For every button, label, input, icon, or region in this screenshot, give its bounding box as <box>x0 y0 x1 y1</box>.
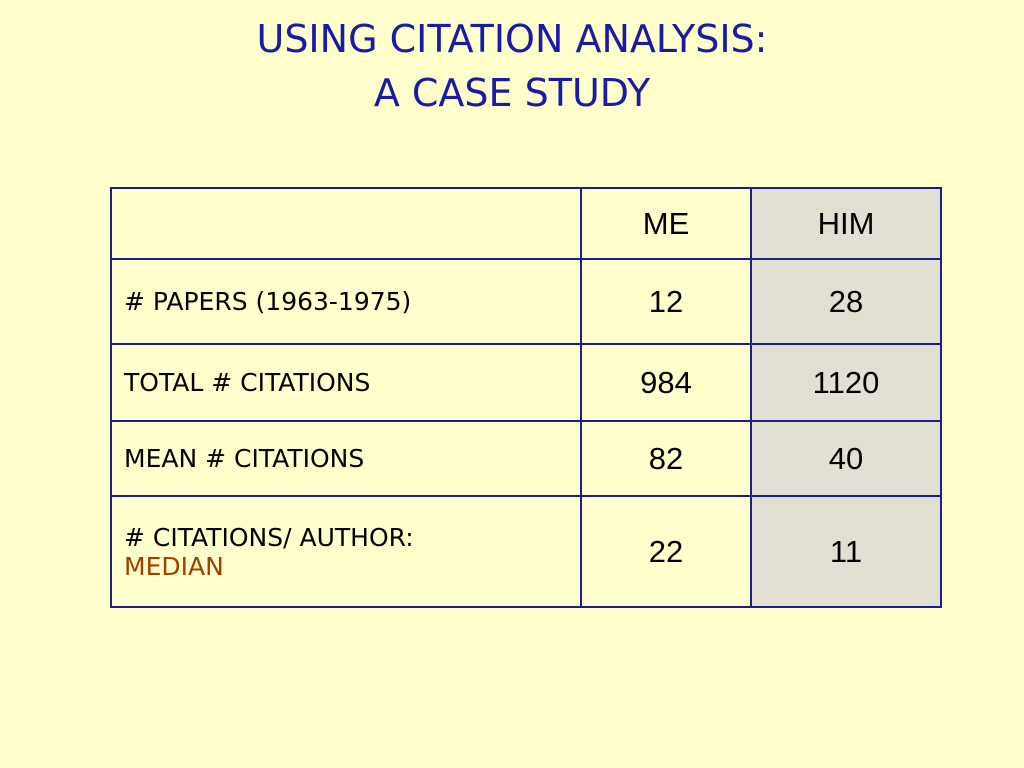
title-line: USING CITATION ANALYSIS: <box>256 17 768 61</box>
value-cell: 11 <box>750 495 942 608</box>
header-cell: HIM <box>750 187 942 260</box>
label-line: MEAN # CITATIONS <box>124 444 365 473</box>
row-label: MEAN # CITATIONS <box>110 420 582 497</box>
value-cell: 12 <box>580 258 752 345</box>
value-cell: 984 <box>580 343 752 422</box>
header-cell: ME <box>580 187 752 260</box>
label-line: # CITATIONS/ AUTHOR: <box>124 522 414 552</box>
label-line: MEDIAN <box>124 551 224 581</box>
row-label: # PAPERS (1963-1975) <box>110 258 582 345</box>
value-cell: 40 <box>750 420 942 497</box>
value-cell: 22 <box>580 495 752 608</box>
value-cell: 28 <box>750 258 942 345</box>
value-cell: 1120 <box>750 343 942 422</box>
label-line: TOTAL # CITATIONS <box>124 368 371 397</box>
header-cell <box>110 187 582 260</box>
row-label: # CITATIONS/ AUTHOR: MEDIAN <box>110 495 582 608</box>
title-line: A CASE STUDY <box>373 71 651 115</box>
label-line: # PAPERS (1963-1975) <box>124 287 412 316</box>
row-label: TOTAL # CITATIONS <box>110 343 582 422</box>
value-cell: 82 <box>580 420 752 497</box>
